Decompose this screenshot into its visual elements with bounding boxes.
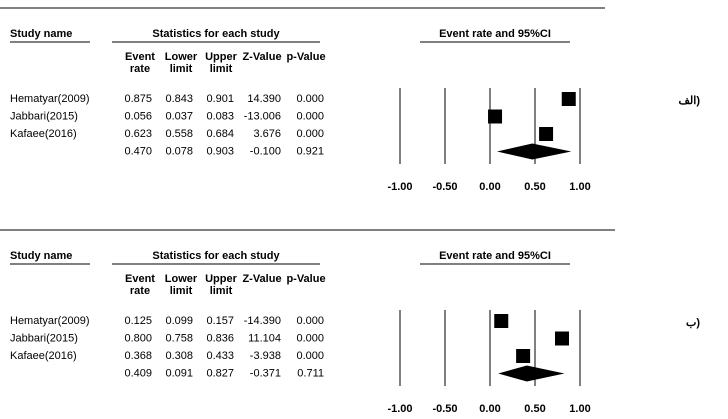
cell: 14.390 [247, 93, 281, 105]
cell: 0.921 [296, 145, 324, 157]
study-name: Kafaee(2016) [10, 350, 77, 362]
cell: 0.056 [124, 110, 152, 122]
panel-label: الف) [679, 95, 701, 107]
column-header: Event rate [125, 273, 155, 297]
cell: 0.083 [206, 110, 234, 122]
cell: 0.711 [297, 367, 324, 379]
x-tick-label: 0.50 [524, 403, 545, 415]
cell: -0.371 [250, 367, 281, 379]
x-tick-label: 0.00 [479, 403, 500, 415]
column-header: Z-Value [242, 51, 282, 63]
cell: 0.157 [206, 315, 234, 327]
plot-title: Event rate and 95%CI [439, 250, 551, 262]
cell: 0.078 [165, 145, 193, 157]
panel-label: ب) [686, 317, 700, 329]
x-tick-label: 0.50 [524, 181, 545, 193]
cell: 0.558 [165, 128, 193, 140]
cell: 0.099 [165, 315, 193, 327]
column-header: Z-Value [242, 273, 282, 285]
cell: 0.368 [124, 350, 152, 362]
cell: 0.684 [206, 128, 234, 140]
cell: 0.125 [124, 315, 152, 327]
cell: 0.000 [296, 110, 324, 122]
cell: -0.100 [250, 145, 281, 157]
cell: 0.903 [206, 145, 234, 157]
x-tick-label: -1.00 [387, 181, 412, 193]
study-name: Hematyar(2009) [10, 315, 89, 327]
column-header: Study name [10, 28, 72, 40]
cell: 0.000 [296, 332, 324, 344]
cell: 0.091 [165, 367, 193, 379]
column-header: Study name [10, 250, 72, 262]
x-tick-label: 1.00 [569, 403, 590, 415]
column-header: Event rate [125, 51, 155, 75]
study-name: Jabbari(2015) [10, 332, 78, 344]
cell: 0.308 [165, 350, 193, 362]
cell: 0.901 [206, 93, 234, 105]
cell: -14.390 [244, 315, 281, 327]
summary-diamond [497, 143, 572, 160]
study-name: Kafaee(2016) [10, 128, 77, 140]
cell: -13.006 [244, 110, 281, 122]
cell: 0.800 [124, 332, 152, 344]
cell: 0.409 [124, 367, 152, 379]
cell: 0.875 [124, 93, 152, 105]
x-tick-label: -0.50 [432, 403, 457, 415]
study-name: Hematyar(2009) [10, 93, 89, 105]
column-header: Upper limit [205, 273, 237, 297]
cell: 0.000 [296, 315, 324, 327]
cell: 0.433 [206, 350, 234, 362]
x-tick-label: 1.00 [569, 181, 590, 193]
column-header: p-Value [286, 273, 326, 285]
cell: 0.836 [206, 332, 234, 344]
plot-title: Event rate and 95%CI [439, 28, 551, 40]
cell: 0.037 [165, 110, 193, 122]
x-tick-label: 0.00 [479, 181, 500, 193]
header-group: Statistics for each study [152, 250, 280, 262]
cell: -3.938 [250, 350, 281, 362]
cell: 0.000 [296, 350, 324, 362]
column-header: Upper limit [205, 51, 237, 75]
x-tick-label: -0.50 [432, 181, 457, 193]
cell: 0.827 [206, 367, 234, 379]
header-group: Statistics for each study [152, 28, 280, 40]
x-tick-label: -1.00 [387, 403, 412, 415]
cell: 0.758 [165, 332, 193, 344]
cell: 0.000 [296, 93, 324, 105]
column-header: p-Value [286, 51, 326, 63]
summary-diamond [498, 365, 565, 382]
cell: 0.000 [296, 128, 324, 140]
column-header: Lower limit [164, 51, 198, 75]
cell: 3.676 [253, 128, 281, 140]
column-header: Lower limit [164, 273, 198, 297]
cell: 0.843 [165, 93, 193, 105]
cell: 0.623 [124, 128, 152, 140]
cell: 11.104 [248, 332, 281, 344]
study-name: Jabbari(2015) [10, 110, 78, 122]
cell: 0.470 [124, 145, 152, 157]
